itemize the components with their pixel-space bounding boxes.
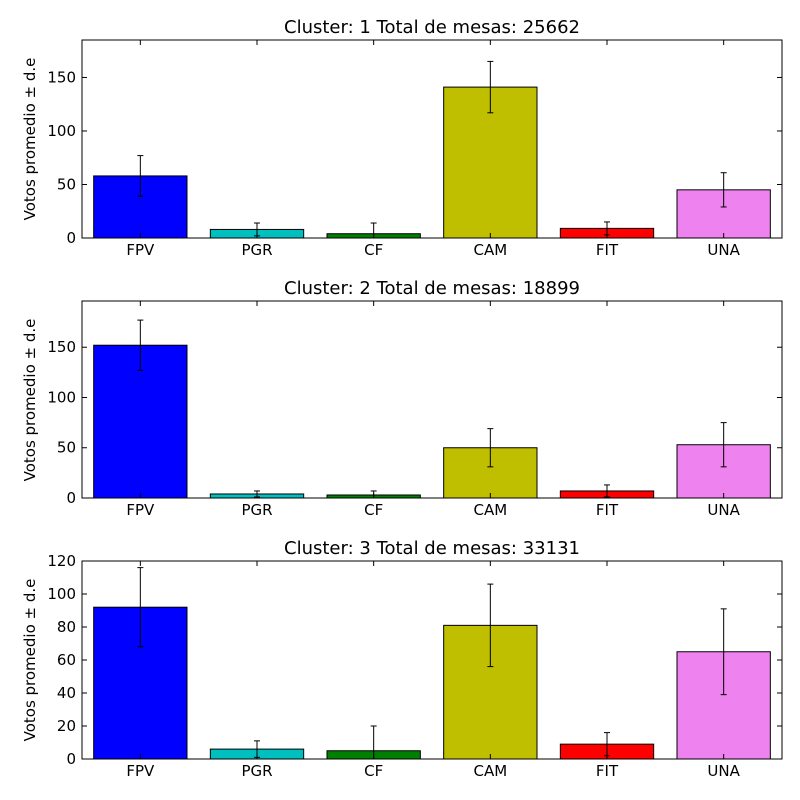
- error-bar-una: [720, 422, 727, 468]
- y-tick-label: 100: [47, 122, 76, 140]
- x-tick-label: PGR: [241, 241, 272, 259]
- x-tick-label: FIT: [596, 762, 619, 780]
- error-bar-cf: [370, 725, 377, 759]
- error-bar-fpv: [137, 319, 144, 371]
- x-tick-label: FPV: [126, 762, 155, 780]
- x-tick-label: CF: [364, 241, 383, 259]
- error-bar-cam: [487, 60, 494, 114]
- x-tick-label: PGR: [241, 501, 272, 519]
- y-tick-label: 0: [66, 750, 76, 768]
- x-tick-label: PGR: [241, 762, 272, 780]
- y-tick-label: 0: [66, 489, 76, 507]
- y-tick-label: 100: [47, 585, 76, 603]
- error-bar-una: [720, 608, 727, 696]
- x-tick-label: CAM: [473, 762, 507, 780]
- y-tick-label: 0: [66, 229, 76, 247]
- y-axis-label: Votos promedio ± d.e: [21, 319, 39, 482]
- y-tick-label: 150: [47, 338, 76, 356]
- error-bar-una: [720, 172, 727, 208]
- y-axis-label: Votos promedio ± d.e: [21, 58, 39, 221]
- chart-panel-1: Cluster: 1 Total de mesas: 25662 Votos p…: [21, 17, 783, 259]
- chart-title: Cluster: 3 Total de mesas: 33131: [284, 538, 580, 559]
- x-tick-label: UNA: [707, 501, 740, 519]
- y-tick-label: 50: [57, 175, 76, 193]
- chart-marks: FPV PGR CF CAM FIT UNA 0 50 100 150: [47, 301, 782, 519]
- y-axis-label: Votos promedio ± d.e: [21, 579, 39, 742]
- chart-marks: FPV PGR CF CAM FIT UNA 0 50 100 150: [47, 40, 782, 259]
- chart-panel-2: Cluster: 2 Total de mesas: 18899 Votos p…: [21, 278, 783, 519]
- x-tick-label: FIT: [596, 241, 619, 259]
- x-tick-label: FIT: [596, 501, 619, 519]
- chart-title: Cluster: 1 Total de mesas: 25662: [284, 17, 580, 38]
- chart-marks: FPV PGR CF CAM FIT UNA 0 20 40 60 80 100 120: [47, 552, 782, 780]
- chart-title: Cluster: 2 Total de mesas: 18899: [284, 278, 580, 299]
- x-tick-label: UNA: [707, 241, 740, 259]
- y-tick-label: 60: [57, 651, 76, 669]
- y-tick-label: 80: [57, 618, 76, 636]
- y-tick-label: 20: [57, 717, 76, 735]
- error-bar-fpv: [137, 155, 144, 197]
- y-tick-label: 120: [47, 552, 76, 570]
- y-tick-label: 50: [57, 439, 76, 457]
- plot-frame: [81, 300, 783, 499]
- error-bar-fpv: [137, 567, 144, 648]
- error-bar-cam: [487, 583, 494, 668]
- x-tick-label: CAM: [473, 501, 507, 519]
- chart-panel-3: Cluster: 3 Total de mesas: 33131 Votos p…: [21, 538, 783, 780]
- error-bar-cam: [487, 428, 494, 468]
- y-tick-label: 100: [47, 388, 76, 406]
- plot-frame: [81, 39, 783, 239]
- y-tick-label: 40: [57, 684, 76, 702]
- x-tick-label: FPV: [126, 241, 155, 259]
- plot-frame: [81, 560, 783, 760]
- x-tick-label: UNA: [707, 762, 740, 780]
- x-tick-label: CF: [364, 762, 383, 780]
- x-tick-label: FPV: [126, 501, 155, 519]
- x-tick-label: CAM: [473, 241, 507, 259]
- x-tick-label: CF: [364, 501, 383, 519]
- y-tick-label: 150: [47, 68, 76, 86]
